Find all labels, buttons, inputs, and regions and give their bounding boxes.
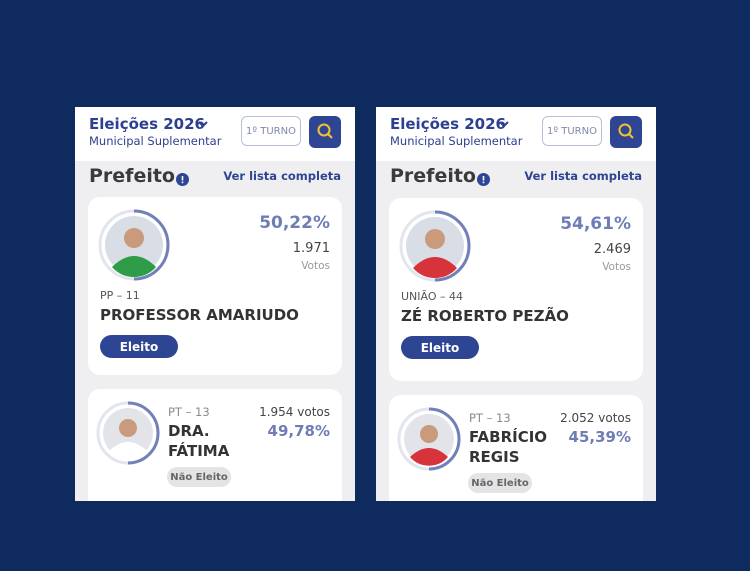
winner-card: 50,22% 1.971 Votos PP – 11 PROFESSOR AMA… [88,197,342,375]
candidate-name: FABRÍCIO REGIS [469,427,547,467]
vote-count: 2.469 [593,242,631,257]
info-icon[interactable] [176,173,189,186]
name-line: FABRÍCIO [469,428,548,446]
candidate-photo [98,209,170,281]
section-title: Prefeito [390,165,476,187]
winner-card: 54,61% 2.469 Votos UNIÃO – 44 ZÉ ROBERTO… [389,198,643,381]
vote-percent: 54,61% [560,214,631,234]
full-list-link[interactable]: Ver lista completa [223,169,341,183]
header: Eleições 2026 Municipal Suplementar 1º T… [376,107,656,161]
election-title[interactable]: Eleições 2026 [390,115,506,133]
round-button[interactable]: 1º TURNO [542,116,602,146]
runner-card: PT – 13 DRA. FÁTIMA 1.954 votos 49,78% N… [88,389,342,501]
round-button[interactable]: 1º TURNO [241,116,301,146]
runner-card: PT – 13 FABRÍCIO REGIS 2.052 votos 45,39… [389,395,643,501]
info-icon[interactable] [477,173,490,186]
candidate-photo [397,407,461,471]
votes-label: Votos [301,260,330,272]
full-list-link[interactable]: Ver lista completa [524,169,642,183]
election-subtitle: Municipal Suplementar [89,134,222,148]
votes-label: Votos [602,261,631,273]
name-line: FÁTIMA [168,442,230,460]
candidate-name: DRA. FÁTIMA [168,421,229,461]
name-line: REGIS [469,448,520,466]
search-button[interactable] [309,116,341,148]
elected-badge: Eleito [401,336,479,359]
vote-percent: 45,39% [568,428,631,446]
election-subtitle: Municipal Suplementar [390,134,523,148]
results-panel: Eleições 2026 Municipal Suplementar 1º T… [376,107,656,501]
candidate-photo [399,210,471,282]
search-button[interactable] [610,116,642,148]
candidate-photo [96,401,160,465]
candidate-name: ZÉ ROBERTO PEZÃO [401,307,569,325]
header: Eleições 2026 Municipal Suplementar 1º T… [75,107,355,161]
elected-badge: Eleito [100,335,178,358]
name-line: DRA. [168,422,210,440]
dropdown-icon[interactable] [197,119,209,129]
party: PT – 13 [469,411,511,425]
election-title[interactable]: Eleições 2026 [89,115,205,133]
vote-count: 2.052 votos [560,411,631,425]
party: PP – 11 [100,289,140,302]
vote-count: 1.954 votos [259,405,330,419]
party: UNIÃO – 44 [401,290,464,303]
dropdown-icon[interactable] [498,119,510,129]
not-elected-badge: Não Eleito [468,473,532,493]
vote-count: 1.971 [292,241,330,256]
candidate-name: PROFESSOR AMARIUDO [100,306,299,324]
not-elected-badge: Não Eleito [167,467,231,487]
results-panel: Eleições 2026 Municipal Suplementar 1º T… [75,107,355,501]
party: PT – 13 [168,405,210,419]
vote-percent: 49,78% [267,422,330,440]
section-title: Prefeito [89,165,175,187]
vote-percent: 50,22% [259,213,330,233]
